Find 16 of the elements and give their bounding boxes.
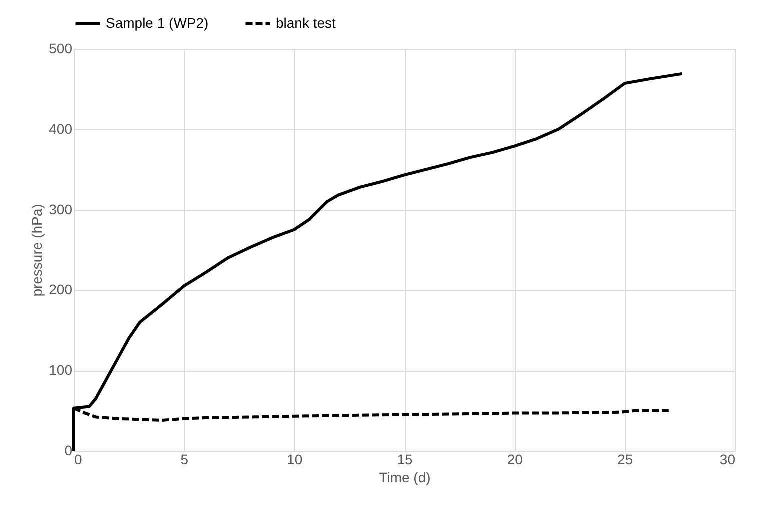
y-tick-label: 300 <box>49 201 73 218</box>
line-series <box>72 72 684 452</box>
y-tick-label: 500 <box>49 40 73 56</box>
x-tick-label: 25 <box>618 452 634 468</box>
x-tick-label: 5 <box>180 452 189 468</box>
y-tick-label: 100 <box>49 362 73 378</box>
y-tick-label: 400 <box>49 120 73 137</box>
x-tick-label: 10 <box>287 452 303 468</box>
x-tick-label: 20 <box>507 452 524 468</box>
x-tick-label: 15 <box>397 452 413 468</box>
y-tick-label: 200 <box>49 282 73 298</box>
x-tick-label: 30 <box>720 452 736 468</box>
y-axis-title: pressure (hPa) <box>29 204 46 297</box>
x-axis-title: Time (d) <box>379 470 431 486</box>
legend-label: Sample 1 (WP2) <box>106 15 209 31</box>
legend-label: blank test <box>276 15 336 31</box>
